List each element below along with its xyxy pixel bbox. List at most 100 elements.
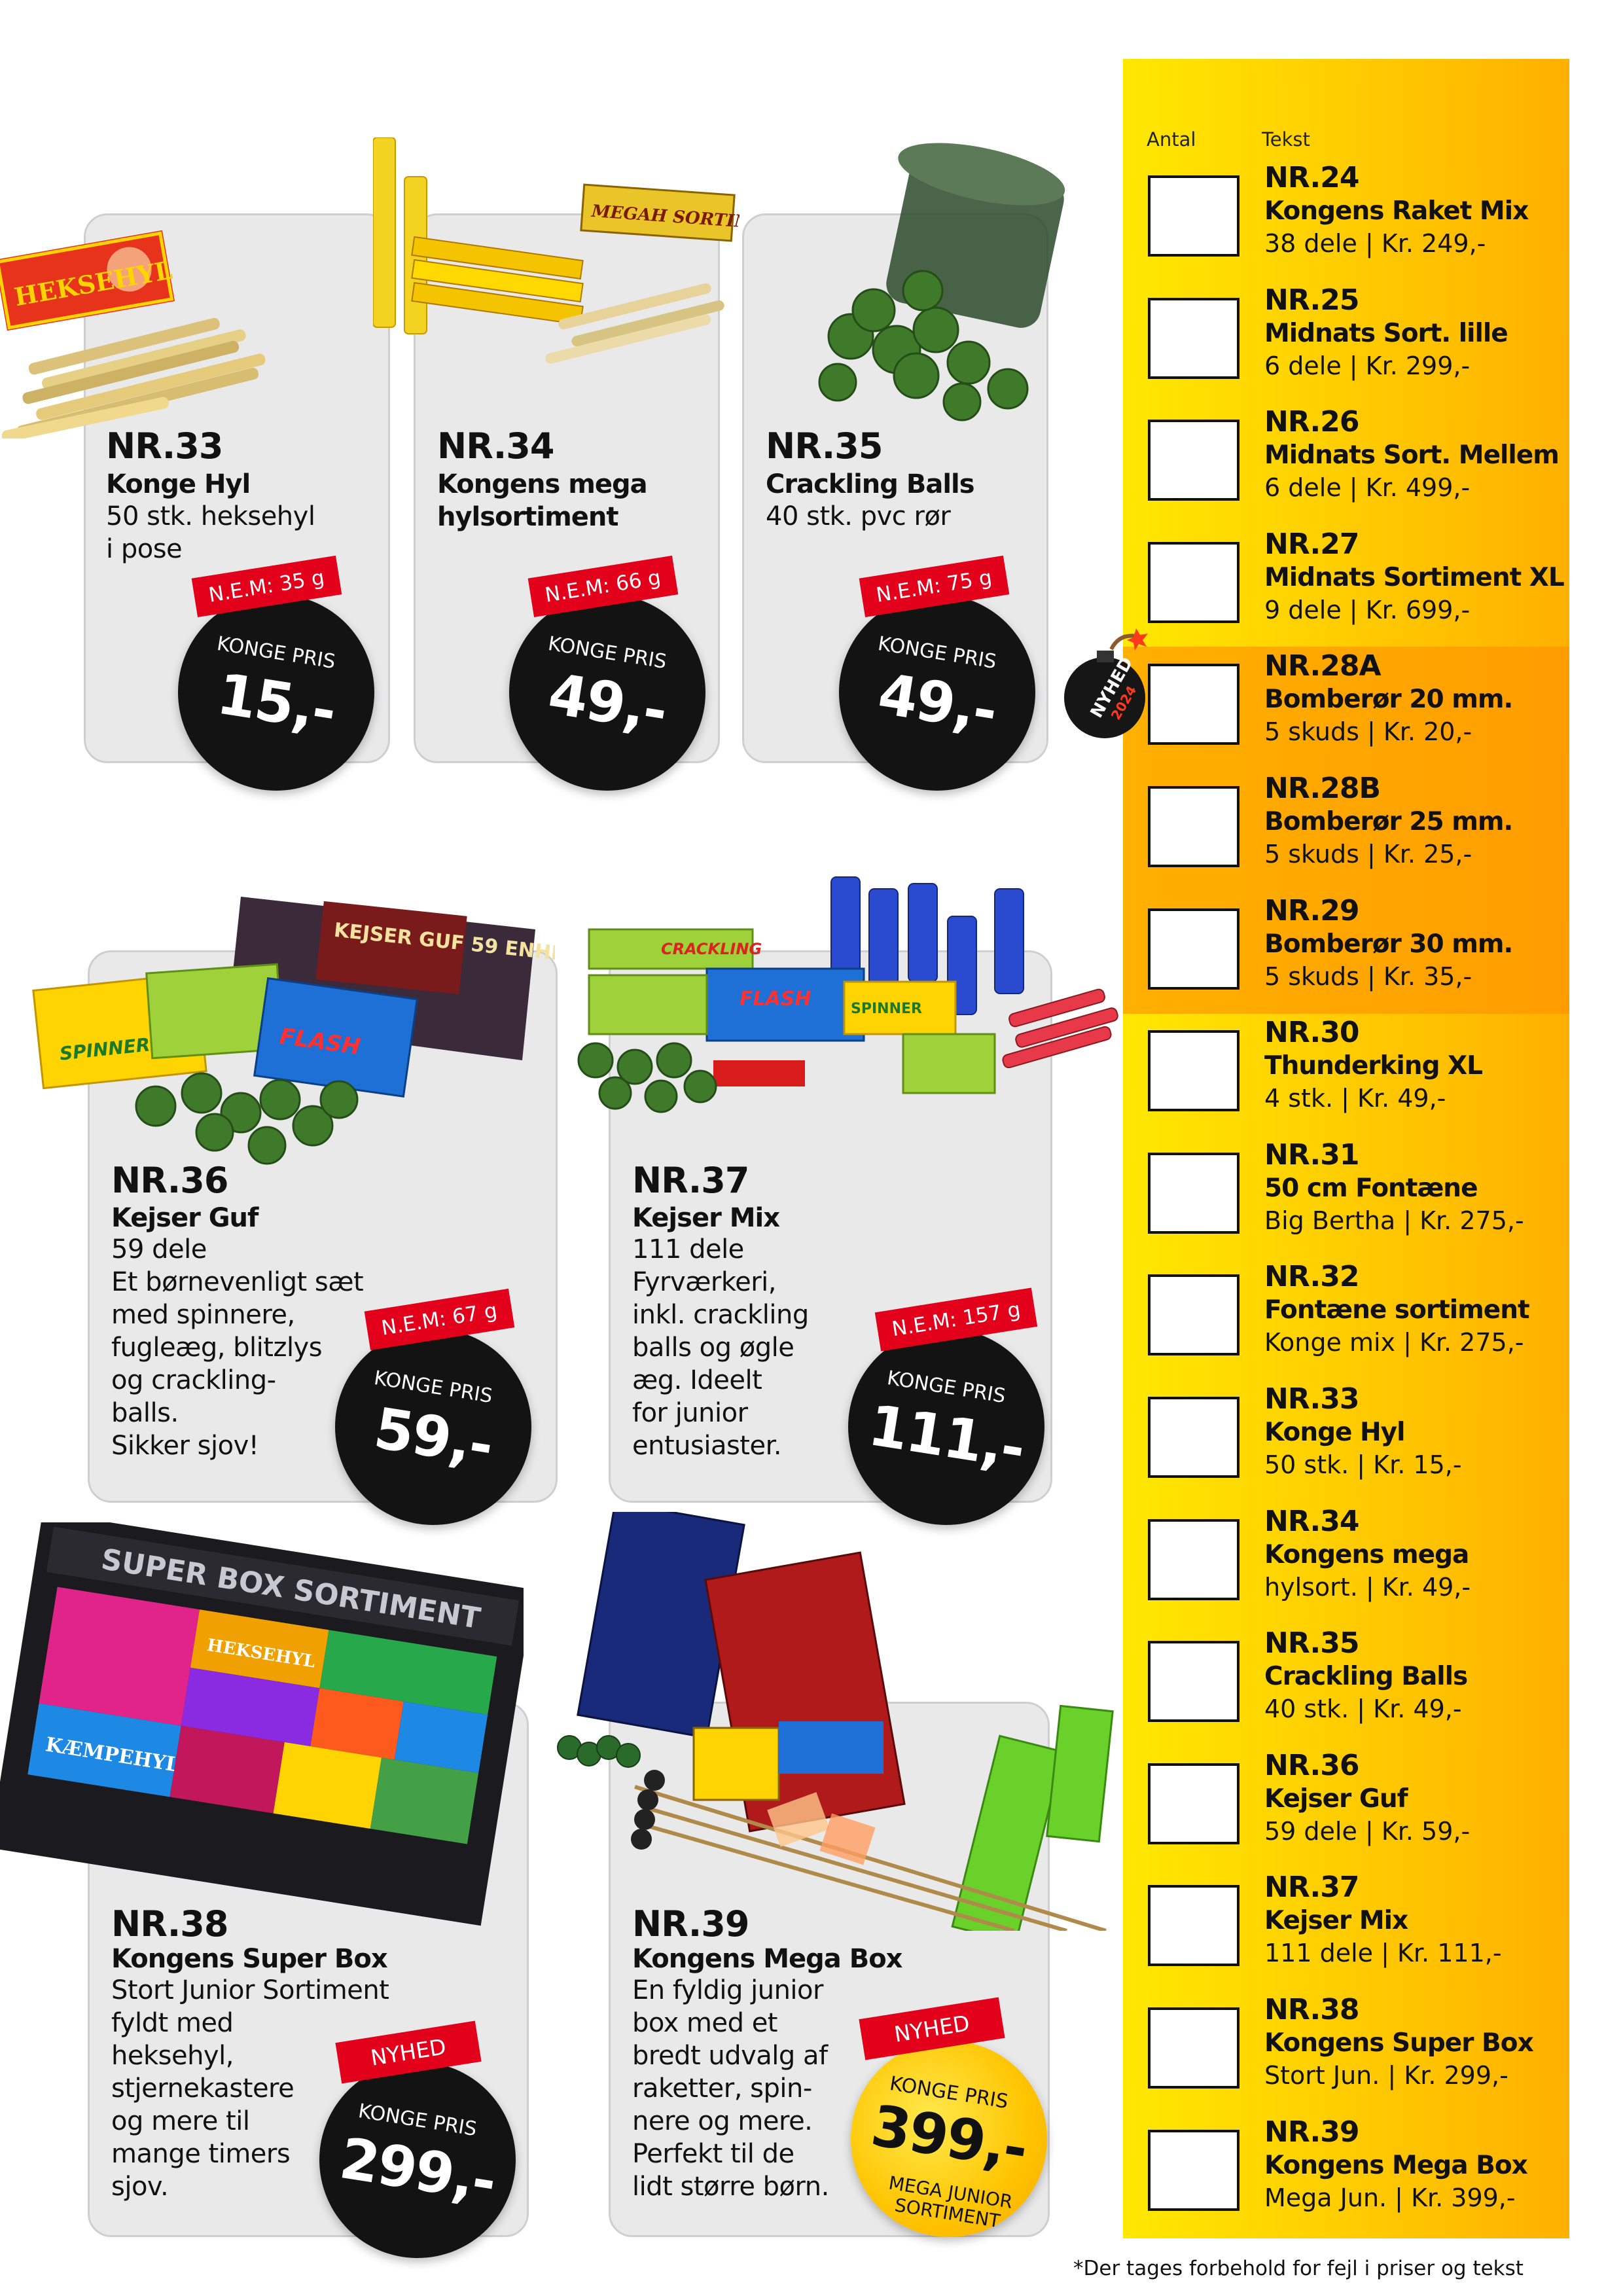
order-row-name: Thunderking XL [1264, 1051, 1483, 1081]
product-33-name: Konge Hyl [106, 469, 251, 499]
product-39-price-badge: KONGE PRIS 399,- MEGA JUNIOR SORTIMENT [851, 2041, 1047, 2237]
order-row-number: NR.29 [1264, 893, 1359, 927]
order-row-number: NR.34 [1264, 1504, 1359, 1538]
order-row-info: Konge mix | Kr. 275,- [1264, 1328, 1524, 1357]
order-row-number: NR.36 [1264, 1748, 1359, 1782]
order-row-number: NR.28A [1264, 649, 1382, 683]
order-row: NR.35 Crackling Balls 40 stk. | Kr. 49,- [1123, 1624, 1569, 1746]
order-row-number: NR.25 [1264, 283, 1359, 317]
quantity-checkbox[interactable] [1148, 2129, 1240, 2211]
product-37-spinner-label: SPINNER [851, 1001, 922, 1017]
order-row-name: Kongens Mega Box [1264, 2150, 1528, 2180]
quantity-checkbox[interactable] [1148, 420, 1240, 501]
quantity-checkbox[interactable] [1148, 1885, 1240, 1967]
order-row-info: 59 dele | Kr. 59,- [1264, 1816, 1471, 1846]
quantity-checkbox[interactable] [1148, 664, 1240, 745]
product-37-number: NR.37 [632, 1160, 749, 1201]
product-34-price-badge: KONGE PRIS 49,- [509, 594, 705, 791]
product-image-37: CRACKLING FLASH SPINNER [577, 876, 1118, 1113]
order-row-info: 9 dele | Kr. 699,- [1264, 595, 1471, 624]
order-row-number: NR.35 [1264, 1626, 1359, 1660]
order-row-info: 4 stk. | Kr. 49,- [1264, 1084, 1446, 1113]
quantity-checkbox[interactable] [1148, 541, 1240, 623]
quantity-checkbox[interactable] [1148, 1030, 1240, 1112]
order-row-name: Kejser Guf [1264, 1784, 1408, 1814]
order-row-number: NR.26 [1264, 405, 1359, 439]
order-row-name: 50 cm Fontæne [1264, 1173, 1478, 1203]
product-34-name: Kongens mega hylsortiment [437, 469, 648, 532]
order-row-info: 40 stk. | Kr. 49,- [1264, 1695, 1462, 1724]
order-list-header-text: Tekst [1262, 128, 1310, 151]
product-33-description: 50 stk. heksehyl i pose [106, 501, 315, 564]
order-row-number: NR.37 [1264, 1871, 1359, 1905]
order-list-header-amount: Antal [1147, 128, 1196, 151]
product-36-description: 59 dele Et børnevenligt sæt med spinnere… [111, 1234, 364, 1461]
order-row-name: Konge Hyl [1264, 1418, 1405, 1447]
product-35-name: Crackling Balls [766, 469, 975, 499]
order-row-info: 50 stk. | Kr. 15,- [1264, 1450, 1462, 1479]
quantity-checkbox[interactable] [1148, 1274, 1240, 1356]
order-row: NR.31 50 cm Fontæne Big Bertha | Kr. 275,- [1123, 1136, 1569, 1258]
order-row: NR.36 Kejser Guf 59 dele | Kr. 59,- [1123, 1746, 1569, 1869]
quantity-checkbox[interactable] [1148, 297, 1240, 379]
product-37-package-label: CRACKLING [661, 940, 762, 958]
bomb-nyhed-icon: NYHED 2024 [1064, 628, 1148, 738]
order-row-info: Big Bertha | Kr. 275,- [1264, 1206, 1524, 1235]
product-37-price-badge: KONGE PRIS 111,- [848, 1329, 1044, 1525]
order-row: NR.34 Kongens mega hylsort. | Kr. 49,- [1123, 1502, 1569, 1624]
order-row-name: Bomberør 20 mm. [1264, 685, 1513, 715]
order-row-info: 5 skuds | Kr. 35,- [1264, 961, 1472, 991]
order-row-number: NR.39 [1264, 2115, 1359, 2149]
order-row: NR.39 Kongens Mega Box Mega Jun. | Kr. 399… [1123, 2113, 1569, 2235]
quantity-checkbox[interactable] [1148, 2007, 1240, 2089]
quantity-checkbox[interactable] [1148, 786, 1240, 867]
product-37-flash-label: FLASH [740, 988, 812, 1011]
quantity-checkbox[interactable] [1148, 1518, 1240, 1600]
quantity-checkbox[interactable] [1148, 908, 1240, 990]
quantity-checkbox[interactable] [1148, 1641, 1240, 1723]
order-row: NR.29 Bomberør 30 mm. 5 skuds | Kr. 35,- [1123, 891, 1569, 1014]
order-row: NR.27 Midnats Sortiment XL 9 dele | Kr. 69… [1123, 525, 1569, 647]
product-39-name: Kongens Mega Box [632, 1944, 902, 1974]
order-row-number: NR.24 [1264, 161, 1359, 194]
product-image-38: SUPER BOX SORTIMENT KÆMPEHYL HEKSEHYL [0, 1522, 524, 1926]
order-row-number: NR.31 [1264, 1138, 1359, 1172]
order-list: Antal Tekst NR.24 Kongens Raket Mix 38 del… [1123, 59, 1569, 2238]
order-row-name: Bomberør 25 mm. [1264, 807, 1513, 836]
product-image-36: KEJSER GUF 59 ENHEDER SPINNER FLASH [32, 897, 555, 1165]
order-row: NR.25 Midnats Sort. lille 6 dele | Kr. 299… [1123, 281, 1569, 403]
product-39-number: NR.39 [632, 1903, 749, 1945]
order-row-name: Kejser Mix [1264, 1906, 1408, 1936]
quantity-checkbox[interactable] [1148, 175, 1240, 257]
order-row: NR.26 Midnats Sort. Mellem 6 dele | Kr. 49… [1123, 403, 1569, 525]
order-row-number: NR.28B [1264, 772, 1381, 805]
product-image-34: MEGAH SORTIMENT [373, 137, 740, 364]
order-row-number: NR.33 [1264, 1382, 1359, 1416]
product-33-number: NR.33 [106, 425, 223, 467]
order-row-number: NR.27 [1264, 527, 1359, 561]
order-row-name: Midnats Sortiment XL [1264, 562, 1565, 592]
product-36-name: Kejser Guf [111, 1203, 259, 1233]
order-row-info: 111 dele | Kr. 111,- [1264, 1939, 1502, 1968]
order-row-info: 5 skuds | Kr. 20,- [1264, 717, 1472, 747]
order-row-info: 5 skuds | Kr. 25,- [1264, 840, 1472, 869]
order-row: NR.37 Kejser Mix 111 dele | Kr. 111,- [1123, 1868, 1569, 1990]
product-34-number: NR.34 [437, 425, 554, 467]
order-row-number: NR.30 [1264, 1016, 1359, 1050]
product-35-price-badge: KONGE PRIS 49,- [839, 594, 1035, 791]
order-row: NR.28A Bomberør 20 mm. 5 skuds | Kr. 20,- [1123, 647, 1569, 770]
order-row-name: Fontæne sortiment [1264, 1295, 1530, 1325]
order-row-info: hylsort. | Kr. 49,- [1264, 1572, 1471, 1602]
disclaimer-footnote: *Der tages forbehold for fejl i priser o… [1073, 2257, 1524, 2280]
quantity-checkbox[interactable] [1148, 1152, 1240, 1234]
product-image-35 [818, 143, 1065, 422]
order-row-info: Stort Jun. | Kr. 299,- [1264, 2061, 1508, 2090]
product-33-price-badge: KONGE PRIS 15,- [178, 594, 374, 791]
quantity-checkbox[interactable] [1148, 1397, 1240, 1478]
order-row-name: Crackling Balls [1264, 1662, 1468, 1692]
product-35-number: NR.35 [766, 425, 883, 467]
product-35-description: 40 stk. pvc rør [766, 501, 951, 531]
product-37-name: Kejser Mix [632, 1203, 780, 1233]
product-image-39 [557, 1512, 1114, 1931]
quantity-checkbox[interactable] [1148, 1763, 1240, 1844]
